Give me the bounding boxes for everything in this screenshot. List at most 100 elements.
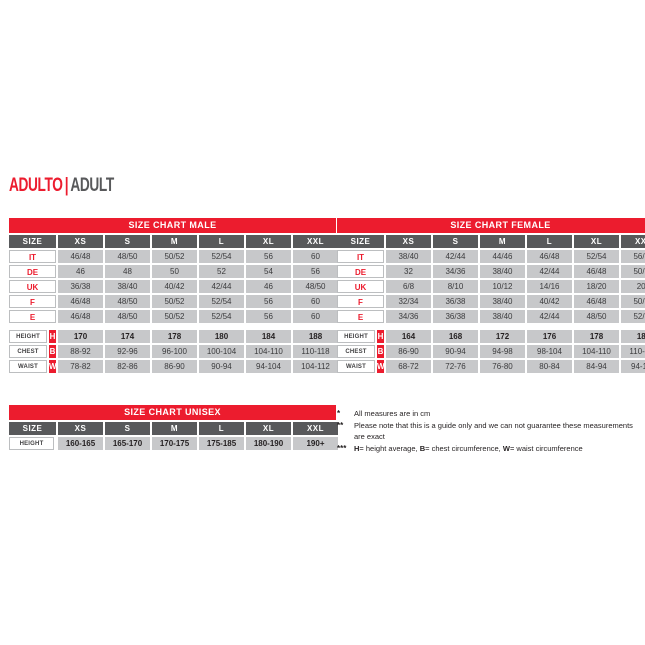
table-cell: 92-96 (105, 345, 150, 358)
table-cell: 6/8 (386, 280, 431, 293)
table-cell: 52/54 (199, 310, 244, 323)
table-cell: 50/52 (152, 295, 197, 308)
table-cell: 56 (246, 310, 291, 323)
measure-label-waist: WAIST (9, 360, 47, 373)
table-cell: 94-104 (246, 360, 291, 373)
table-cell: 60 (293, 310, 338, 323)
table-cell: 46/48 (527, 250, 572, 263)
table-cell: 174 (105, 330, 150, 343)
table-cell: 110-118 (293, 345, 338, 358)
table-cell: 78-82 (58, 360, 103, 373)
table-cell: 52/54 (199, 295, 244, 308)
table-cell: 40/42 (152, 280, 197, 293)
table-cell: 164 (386, 330, 431, 343)
row-label-e: E (337, 310, 384, 323)
table-cell: 90-94 (199, 360, 244, 373)
table-cell: 178 (574, 330, 619, 343)
section-divider (9, 325, 338, 328)
table-cell: 160-165 (58, 437, 103, 450)
table-cell: 56 (293, 265, 338, 278)
measure-label-height: HEIGHT (9, 437, 54, 450)
table-cell: 44/46 (480, 250, 525, 263)
table-cell: 178 (152, 330, 197, 343)
table-cell: 8/10 (433, 280, 478, 293)
footnote-text: H= height average, B= chest circumferenc… (354, 443, 583, 453)
table-cell: 184 (246, 330, 291, 343)
chart-grid-male: SIZE XS S M L XL XXL IT 46/48 48/50 50/52 52/54 56 60… (9, 235, 338, 373)
column-header-xxl: XXL (293, 422, 338, 435)
table-cell: 46/48 (58, 310, 103, 323)
table-cell: 38/40 (105, 280, 150, 293)
table-cell: 56/58 (621, 250, 645, 263)
table-cell: 46/48 (574, 295, 619, 308)
table-cell: 72-76 (433, 360, 478, 373)
table-cell: 180 (199, 330, 244, 343)
page-title-separator: | (64, 175, 69, 196)
column-header-xxl: XXL (621, 235, 645, 248)
table-cell: 48/50 (105, 250, 150, 263)
column-header-size: SIZE (9, 235, 56, 248)
column-header-size: SIZE (337, 235, 384, 248)
footnote-marker: *** (337, 443, 347, 453)
column-header-xs: XS (58, 422, 103, 435)
table-cell: 175-185 (199, 437, 244, 450)
table-cell: 110-118 (621, 345, 645, 358)
column-header-m: M (152, 422, 197, 435)
table-cell: 190+ (293, 437, 338, 450)
page-title-english: ADULT (70, 175, 114, 196)
size-chart-female: SIZE CHART FEMALESIZEXSSMLXLXXLIT38/4042… (337, 218, 645, 373)
table-cell: 46/48 (574, 265, 619, 278)
row-label-it: IT (337, 250, 384, 263)
table-cell: 36/38 (433, 295, 478, 308)
chart-grid-female: SIZEXSSMLXLXXLIT38/4042/4444/4646/4852/5… (337, 235, 645, 373)
row-label-uk: UK (9, 280, 56, 293)
chart-grid-unisex: SIZEXSSMLXLXXLHEIGHTH160-165165-170170-1… (9, 422, 338, 450)
table-cell: 32/34 (386, 295, 431, 308)
table-cell: 104-110 (574, 345, 619, 358)
table-cell: 48 (105, 265, 150, 278)
footnote-text: Please note that this is a guide only an… (354, 420, 633, 442)
column-header-xxl: XXL (293, 235, 338, 248)
table-cell: 48/50 (105, 295, 150, 308)
table-cell: 34/36 (386, 310, 431, 323)
table-cell: 180-190 (246, 437, 291, 450)
column-header-size: SIZE (9, 422, 56, 435)
page-title: ADULTO | ADULT (9, 176, 114, 196)
section-divider (337, 325, 645, 328)
column-header-l: L (527, 235, 572, 248)
row-label-f: F (9, 295, 56, 308)
row-label-de: DE (9, 265, 56, 278)
table-cell: 180 (621, 330, 645, 343)
table-cell: 170 (58, 330, 103, 343)
measure-label-chest: CHEST (9, 345, 47, 358)
column-header-xs: XS (58, 235, 103, 248)
row-label-uk: UK (337, 280, 384, 293)
column-header-s: S (433, 235, 478, 248)
table-cell: 46 (246, 280, 291, 293)
table-cell: 172 (480, 330, 525, 343)
table-cell: 34/36 (433, 265, 478, 278)
footnote-item: * All measures are in cm (337, 408, 642, 420)
column-header-xl: XL (574, 235, 619, 248)
table-cell: 18/20 (574, 280, 619, 293)
table-cell: 86-90 (152, 360, 197, 373)
table-cell: 50 (152, 265, 197, 278)
table-cell: 52/54 (199, 250, 244, 263)
table-cell: 46 (58, 265, 103, 278)
footnote-item: *** H= height average, B= chest circumfer… (337, 443, 642, 455)
column-header-xl: XL (246, 422, 291, 435)
measure-key-b: B (49, 345, 56, 358)
table-cell: 56 (246, 295, 291, 308)
table-cell: 100-104 (199, 345, 244, 358)
table-cell: 54 (246, 265, 291, 278)
table-cell: 165-170 (105, 437, 150, 450)
measure-label-height: HEIGHT (337, 330, 375, 343)
table-cell: 84-94 (574, 360, 619, 373)
table-cell: 42/44 (199, 280, 244, 293)
table-cell: 104-112 (293, 360, 338, 373)
column-header-m: M (480, 235, 525, 248)
table-cell: 52/54 (574, 250, 619, 263)
column-header-l: L (199, 235, 244, 248)
table-cell: 38/40 (480, 295, 525, 308)
table-cell: 168 (433, 330, 478, 343)
